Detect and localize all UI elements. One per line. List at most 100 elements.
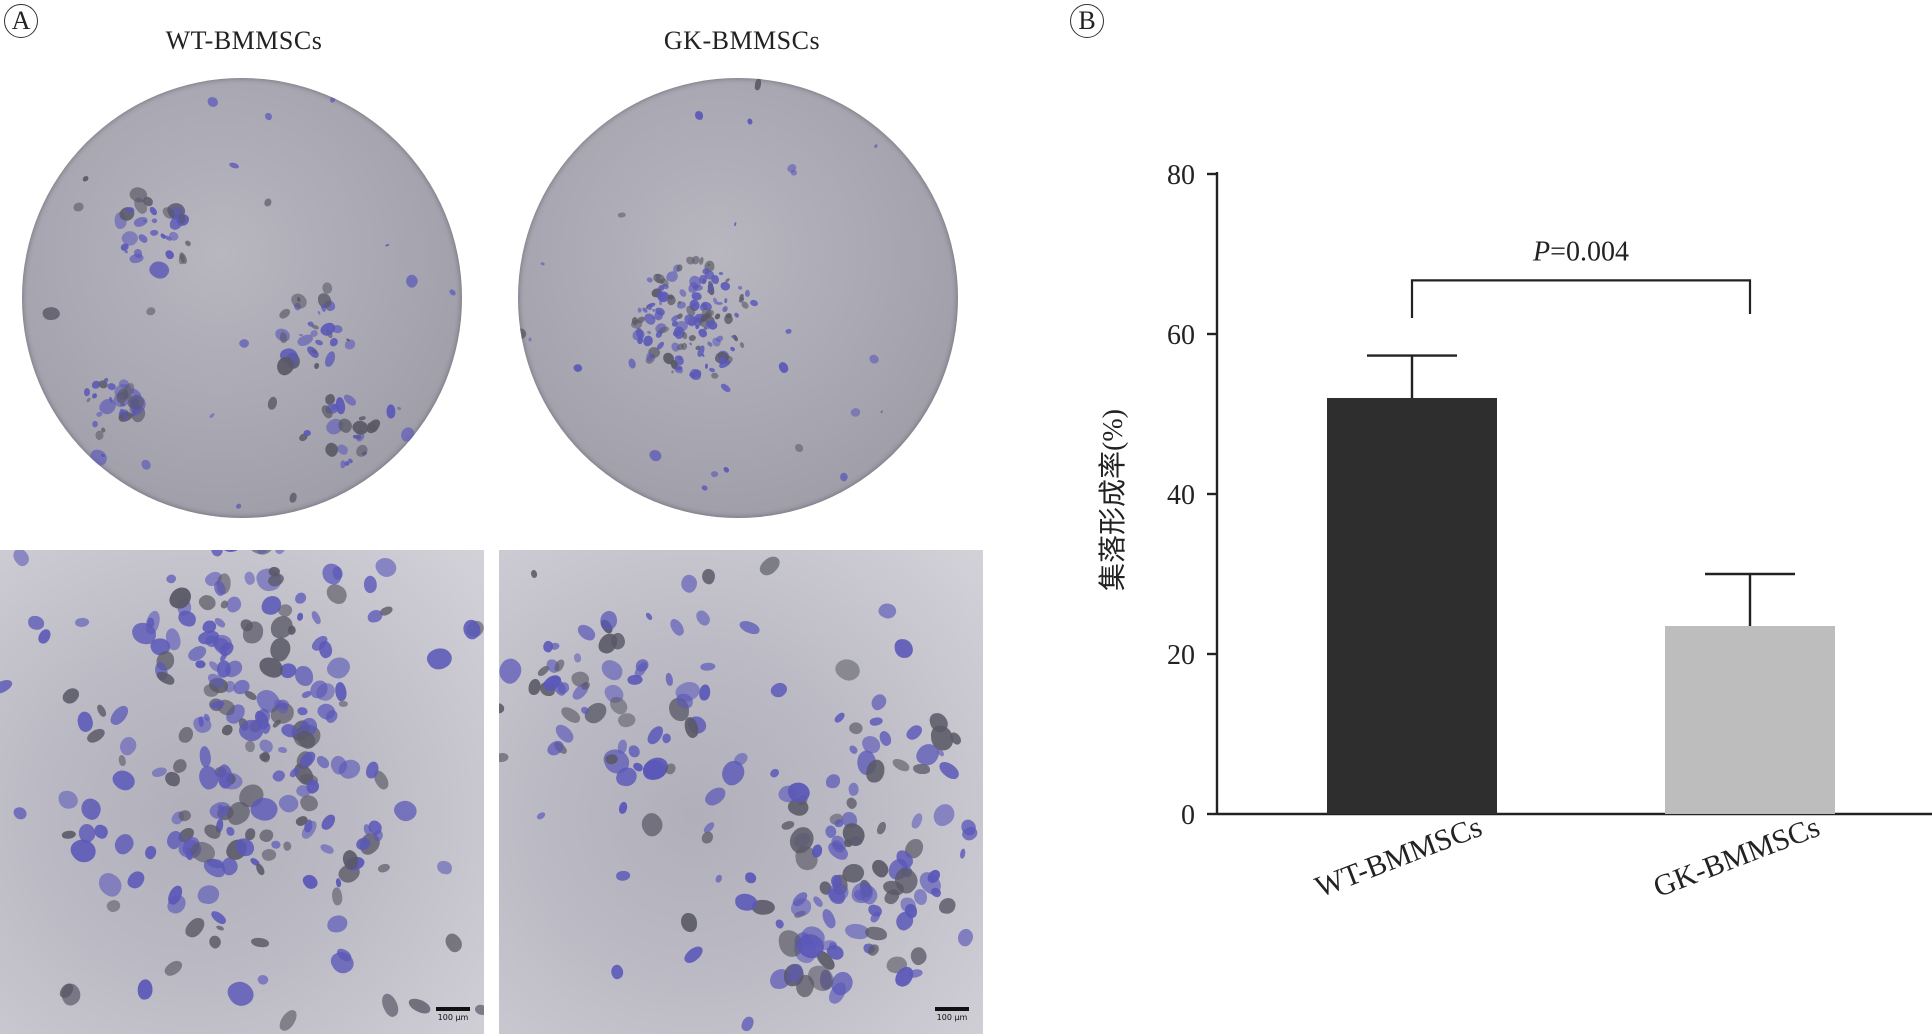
stained-cell	[744, 871, 757, 884]
stained-cell	[874, 143, 879, 149]
stained-cell	[526, 417, 535, 425]
stained-cell	[936, 759, 963, 782]
stained-cell	[85, 396, 91, 403]
stained-cell	[94, 703, 108, 719]
stained-cell	[719, 280, 732, 292]
stained-cell	[865, 759, 885, 784]
stained-cell	[108, 703, 131, 728]
stained-cell	[648, 447, 664, 464]
stained-cell	[627, 357, 638, 370]
stained-cell	[867, 903, 884, 918]
stained-cell	[135, 979, 154, 1001]
stained-cell	[831, 653, 864, 686]
stained-cell	[737, 285, 744, 291]
stained-cell	[724, 297, 728, 304]
stained-cell	[598, 609, 620, 632]
stained-cell	[572, 652, 582, 663]
stained-cell	[499, 654, 527, 688]
stained-cell	[849, 405, 862, 419]
stained-cell	[739, 300, 750, 310]
stained-cell	[701, 352, 706, 357]
stained-cell	[768, 767, 780, 780]
stained-cell	[692, 607, 713, 628]
stained-cell	[868, 715, 884, 727]
wt-dish-title: WT-BMMSCs	[165, 26, 323, 55]
stained-cell	[664, 762, 677, 776]
stained-cell	[60, 685, 82, 707]
stained-cell	[11, 804, 29, 822]
panel-b-label: B	[1070, 4, 1104, 38]
stained-cell	[82, 387, 91, 397]
stained-cell	[338, 700, 348, 708]
stained-cell	[117, 754, 127, 767]
panel-a-label-text: A	[11, 6, 31, 35]
stained-cell	[165, 248, 176, 260]
y-tick-label-0: 0	[1181, 800, 1195, 831]
stained-cell	[37, 627, 53, 646]
stained-cell	[317, 310, 322, 316]
stained-cell	[194, 658, 207, 669]
stained-cell	[714, 312, 721, 320]
stained-cell	[729, 346, 736, 352]
stained-cell	[142, 844, 159, 862]
stained-cell	[184, 240, 193, 247]
stained-cell	[308, 610, 323, 626]
stained-cell	[197, 745, 213, 768]
stained-cell	[68, 101, 88, 121]
stained-cell	[207, 95, 220, 108]
stained-cell	[320, 812, 338, 833]
stained-cell	[634, 658, 650, 673]
gk-scale-bar: 100 μm	[935, 1007, 969, 1022]
stained-cell	[678, 355, 683, 360]
y-tick-label-60: 60	[1167, 320, 1195, 351]
stained-cell	[646, 330, 652, 336]
stained-cell	[0, 676, 14, 697]
stained-cell	[834, 818, 845, 829]
stained-cell	[209, 909, 229, 926]
stained-cell	[954, 926, 977, 949]
stained-cell	[879, 410, 884, 414]
stained-cell	[557, 704, 583, 726]
stained-cell	[876, 821, 888, 836]
stained-cell	[708, 367, 716, 373]
stained-cell	[699, 684, 710, 701]
stained-cell	[688, 342, 693, 347]
stained-cell	[119, 242, 130, 252]
stained-cell	[617, 210, 626, 218]
stained-cell	[272, 550, 288, 557]
stained-cell	[396, 406, 402, 411]
stained-cell	[288, 492, 297, 503]
stained-cell	[406, 996, 432, 1016]
stained-cell	[9, 550, 33, 568]
stained-cell	[162, 957, 185, 979]
stained-cell	[699, 661, 716, 672]
stained-cell	[739, 1014, 756, 1033]
stained-cell	[929, 800, 958, 829]
stained-cell	[868, 692, 889, 713]
p-value-annotation: P=0.004	[1532, 236, 1629, 267]
gk-colony-micrograph: 100 μm	[499, 550, 983, 1034]
stained-cell	[735, 893, 758, 911]
stained-cell	[829, 887, 846, 905]
stained-cell	[263, 112, 272, 121]
stained-cell	[671, 370, 674, 374]
y-axis-label: 集落形成率(%)	[1097, 409, 1129, 591]
stained-cell	[682, 943, 706, 967]
stained-cell	[312, 78, 323, 83]
stained-cell	[637, 809, 668, 840]
stained-cell	[848, 744, 859, 755]
gk-scale-bar-label: 100 μm	[936, 1013, 968, 1022]
stained-cell	[436, 860, 453, 876]
wt-scale-bar: 100 μm	[436, 1007, 470, 1022]
panel-b-label-text: B	[1078, 6, 1096, 35]
stained-cell	[297, 612, 303, 622]
stained-cell	[244, 740, 257, 754]
stained-cell	[297, 706, 308, 716]
stained-cell	[709, 372, 719, 380]
stained-cell	[372, 553, 400, 582]
stained-cell	[165, 572, 178, 586]
stained-cell	[907, 944, 930, 968]
stained-cell	[681, 912, 698, 932]
stained-cell	[149, 229, 160, 237]
stained-cell	[267, 396, 278, 411]
